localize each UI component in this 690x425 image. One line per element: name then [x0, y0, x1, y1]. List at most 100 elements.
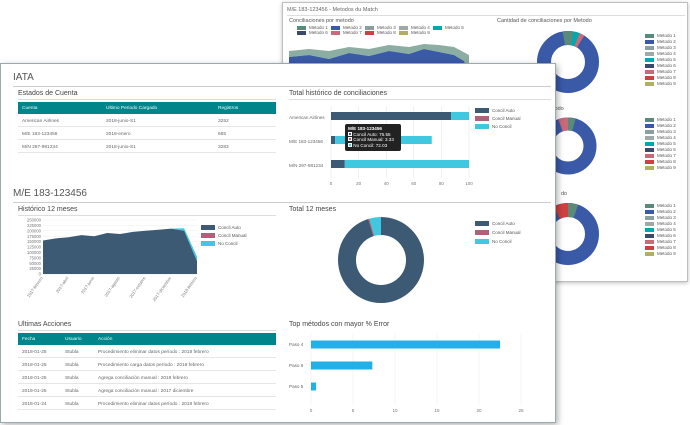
- chart-tooltip: M/E 183-123456 Concil Auto: 75.55 Concil…: [345, 124, 401, 151]
- table-row[interactable]: M/E 183-123456 2018-enero 665: [18, 128, 276, 140]
- legend-label: Metodo 9: [657, 165, 676, 170]
- donut-slice: [338, 217, 424, 303]
- col-ultimo-periodo: Ultimo Periodo Cargado: [106, 105, 158, 111]
- cell-cuenta: M/E 183-123456: [22, 132, 58, 137]
- cell-registros: 3252: [218, 119, 229, 124]
- legend-swatch: [645, 203, 654, 208]
- back-chart1-title: Conciliaciones por metodo: [289, 18, 354, 24]
- x-tick-label: 2017-febrero: [26, 275, 44, 298]
- legend-swatch: [645, 33, 654, 38]
- back-legend-item: Metodo 2: [331, 25, 362, 30]
- acciones-title: Ultimas Acciones: [18, 321, 72, 328]
- legend-label: Metodo 4: [657, 221, 676, 226]
- bar-segment: [344, 160, 469, 168]
- legend-label: Metodo 9: [657, 81, 676, 86]
- back-divider: [287, 15, 685, 16]
- table-row[interactable]: M/N 297-981234 2018-junio-S1 3283: [18, 141, 276, 153]
- iata-title: IATA: [13, 72, 34, 83]
- legend-label: Metodo 7: [343, 30, 362, 35]
- back-chart4-title: do: [561, 191, 568, 197]
- legend-swatch: [645, 81, 654, 86]
- legend-swatch: [331, 30, 340, 35]
- col-cuenta: Cuenta: [22, 105, 38, 111]
- legend-swatch: [365, 30, 374, 35]
- legend-swatch: [645, 147, 654, 152]
- legend-label: Metodo 4: [657, 51, 676, 56]
- legend-label: Metodo 6: [309, 30, 328, 35]
- x-tick-label: 2017-agosto: [103, 275, 121, 297]
- legend-label: No Concil: [492, 239, 512, 244]
- acciones-divider: [18, 330, 276, 331]
- legend-swatch: [645, 39, 654, 44]
- legend-label: Metodo 8: [657, 245, 676, 250]
- legend-label: No Concil: [492, 124, 512, 129]
- table-row[interactable]: 2018-01-25 Stubla Procedimiento carga dato…: [18, 359, 276, 371]
- legend-swatch: [297, 25, 306, 30]
- historico-legend-auto: Concil Auto: [475, 108, 515, 113]
- legend-label: Metodo 7: [657, 153, 676, 158]
- bar-segment: [451, 112, 469, 120]
- back-legend-item: Metodo 7: [331, 30, 362, 35]
- bar-segment: [331, 112, 452, 120]
- bar: [311, 361, 373, 370]
- x-tick-label: 100: [465, 181, 473, 186]
- back-legend-item: Metodo 5: [433, 25, 464, 30]
- table-row[interactable]: 2018-01-24 Stubla Procedimiento eliminar d…: [18, 398, 276, 410]
- back-side-legend-item: Metodo 4: [645, 221, 676, 226]
- legend-swatch: [475, 230, 489, 235]
- y-tick-label: M/E 183-123456: [289, 139, 323, 144]
- cell-accion: Agrega conciliación manual : 2018 febrer…: [98, 376, 188, 381]
- legend-swatch: [475, 221, 489, 226]
- table-row[interactable]: 2018-01-25 Stubla Agrega conciliación manu…: [18, 372, 276, 384]
- col-usuario: Usuario: [65, 336, 82, 342]
- y-tick-label: 125000: [27, 245, 42, 250]
- y-tick-label: 175000: [27, 234, 42, 239]
- back-side-legend-item: Metodo 8: [645, 245, 676, 250]
- total12-legend-manual: Concil Manual: [475, 230, 521, 235]
- legend-label: Concil Auto: [492, 108, 515, 113]
- back-side-legend-item: Metodo 6: [645, 63, 676, 68]
- legend-swatch: [645, 245, 654, 250]
- legend-swatch: [433, 25, 442, 30]
- historico-divider: [289, 99, 551, 100]
- historico12-legend-none: No Concil: [201, 241, 238, 246]
- acciones-table-header: Fecha Usuario Acción: [18, 333, 276, 345]
- y-tick-label: 250000: [27, 218, 42, 223]
- x-tick-label: 40: [384, 181, 390, 186]
- dashboard-window: IATA Estados de Cuenta Cuenta Ultimo Per…: [0, 63, 556, 423]
- legend-swatch: [645, 129, 654, 134]
- iata-divider: [13, 86, 551, 87]
- y-tick-label: 150000: [27, 239, 42, 244]
- col-accion: Acción: [98, 336, 113, 342]
- back-side-legend-item: Metodo 5: [645, 57, 676, 62]
- cell-periodo: 2018-junio-S1: [106, 119, 136, 124]
- x-tick-label: 20: [476, 408, 482, 413]
- table-row[interactable]: American Airlines 2018-junio-S1 3252: [18, 115, 276, 127]
- cell-cuenta: M/N 297-981234: [22, 145, 58, 150]
- legend-swatch: [201, 233, 215, 238]
- x-tick-label: 80: [439, 181, 445, 186]
- back-side-legend-item: Metodo 2: [645, 123, 676, 128]
- table-row[interactable]: 2018-01-25 Stubla Procedimiento eliminar d…: [18, 346, 276, 358]
- back-side-legend-item: Metodo 1: [645, 203, 676, 208]
- legend-label: Concil Manual: [492, 230, 521, 235]
- total12-legend-none: No Concil: [475, 239, 512, 244]
- legend-label: Metodo 6: [657, 63, 676, 68]
- x-tick-label: 2018-febrero: [180, 275, 198, 298]
- table-row[interactable]: 2018-01-25 Stubla Agrega conciliación manu…: [18, 385, 276, 397]
- back-side-legend-item: Metodo 2: [645, 209, 676, 214]
- legend-label: Metodo 3: [377, 25, 396, 30]
- cell-usuario: Stubla: [65, 389, 79, 394]
- legend-label: Concil Manual: [218, 233, 247, 238]
- back-chart2-title: Cantidad de conciliaciones por Metodo: [497, 18, 592, 24]
- historico-title: Total histórico de conciliaciones: [289, 90, 388, 97]
- y-tick-label: 100000: [27, 250, 42, 255]
- total12-title: Total 12 meses: [289, 206, 337, 213]
- back-side-legend-item: Metodo 3: [645, 129, 676, 134]
- legend-label: Metodo 9: [657, 251, 676, 256]
- cell-fecha: 2018-01-25: [22, 350, 47, 355]
- legend-swatch: [645, 251, 654, 256]
- back-side-legend-item: Metodo 8: [645, 75, 676, 80]
- cell-accion: Procedimiento eliminar datos período : 2…: [98, 402, 209, 407]
- cell-periodo: 2018-enero: [106, 132, 131, 137]
